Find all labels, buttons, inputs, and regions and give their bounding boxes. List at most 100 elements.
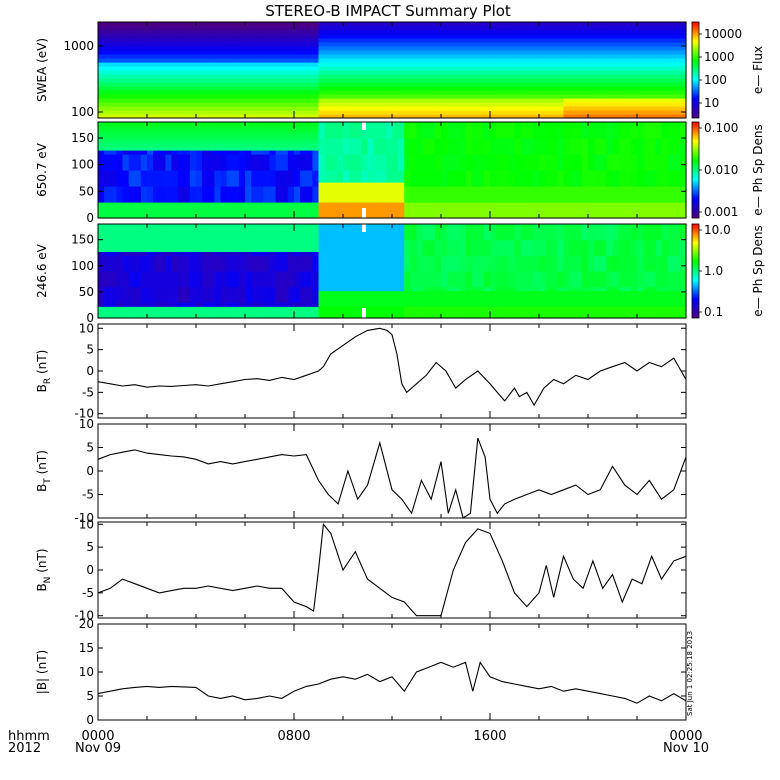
heatmap-cell xyxy=(355,150,362,155)
heatmap-cell xyxy=(539,142,546,147)
heatmap-cell xyxy=(398,54,405,59)
heatmap-cell xyxy=(294,198,301,203)
heatmap-cell xyxy=(490,214,497,219)
heatmap-cell xyxy=(196,30,203,35)
heatmap-cell xyxy=(545,162,552,167)
heatmap-cell xyxy=(410,38,418,43)
heatmap-cell xyxy=(483,158,491,163)
heatmap-cell xyxy=(508,146,516,151)
heatmap-cell xyxy=(275,38,283,43)
heatmap-cell xyxy=(196,210,203,215)
heatmap-cell xyxy=(202,190,209,195)
heatmap-cell xyxy=(355,98,362,103)
heatmap-cell xyxy=(624,42,632,47)
heatmap-cell xyxy=(232,106,240,111)
heatmap-cell xyxy=(661,106,669,111)
heatmap-cell xyxy=(281,54,289,59)
heatmap-cell xyxy=(294,78,301,83)
heatmap-cell xyxy=(606,130,614,135)
heatmap-cell xyxy=(637,30,644,35)
heatmap-cell xyxy=(545,214,552,219)
heatmap-cell xyxy=(379,126,387,131)
heatmap-cell xyxy=(232,174,240,179)
heatmap-cell xyxy=(483,170,491,175)
heatmap-cell xyxy=(545,22,552,27)
heatmap-cell xyxy=(410,26,418,31)
heatmap-cell xyxy=(410,50,418,55)
heatmap-cell xyxy=(392,106,399,111)
heatmap-cell xyxy=(116,138,124,143)
heatmap-cell xyxy=(655,214,663,219)
heatmap-cell xyxy=(434,158,442,163)
heatmap-cell xyxy=(116,86,124,91)
heatmap-cell xyxy=(624,46,632,51)
heatmap-cell xyxy=(545,138,552,143)
heatmap-cell xyxy=(398,134,405,139)
heatmap-cell xyxy=(232,74,240,79)
heatmap-cell xyxy=(202,134,209,139)
heatmap-cell xyxy=(624,110,632,115)
heatmap-cell xyxy=(208,206,215,211)
heatmap-cell xyxy=(153,174,160,179)
heatmap-cell xyxy=(232,126,240,131)
heatmap-cell xyxy=(300,170,307,175)
heatmap-cell xyxy=(257,142,264,147)
heatmap-cell xyxy=(104,247,111,253)
heatmap-cell xyxy=(434,178,442,183)
heatmap-cell xyxy=(251,114,258,119)
heatmap-cell xyxy=(490,158,497,163)
heatmap-cell xyxy=(667,166,675,171)
heatmap-cell xyxy=(287,178,295,183)
heatmap-cell xyxy=(208,202,215,207)
heatmap-cell xyxy=(104,158,111,163)
heatmap-cell xyxy=(618,106,626,111)
heatmap-cell xyxy=(153,42,160,47)
heatmap-cell xyxy=(367,154,375,159)
heatmap-cell xyxy=(226,30,234,35)
heatmap-cell xyxy=(637,66,644,71)
heatmap-cell xyxy=(183,82,191,87)
heatmap-cell xyxy=(459,94,467,99)
heatmap-cell xyxy=(398,126,405,131)
heatmap-cell xyxy=(410,130,418,135)
heatmap-cell xyxy=(104,110,111,115)
heatmap-cell xyxy=(404,166,411,171)
heatmap-cell xyxy=(245,138,252,143)
heatmap-cell xyxy=(520,178,528,183)
heatmap-cell xyxy=(208,182,215,187)
heatmap-cell xyxy=(600,82,607,87)
heatmap-cell xyxy=(251,210,258,215)
heatmap-cell xyxy=(202,42,209,47)
heatmap-cell xyxy=(649,142,656,147)
heatmap-cell xyxy=(385,158,393,163)
heatmap-cell xyxy=(373,46,381,51)
heatmap-cell xyxy=(606,74,614,79)
heatmap-cell xyxy=(539,174,546,179)
heatmap-cell xyxy=(563,86,571,91)
heatmap-cell xyxy=(324,194,332,199)
heatmap-cell xyxy=(104,178,111,183)
heatmap-cell xyxy=(434,38,442,43)
heatmap-cell xyxy=(581,154,589,159)
heatmap-cell xyxy=(588,158,595,163)
heatmap-cell xyxy=(147,66,154,71)
heatmap-cell xyxy=(140,54,148,59)
heatmap-cell xyxy=(667,186,675,191)
heatmap-cell xyxy=(545,142,552,147)
heatmap-cell xyxy=(612,214,620,219)
heatmap-cell xyxy=(226,98,234,103)
heatmap-cell xyxy=(447,194,454,199)
heatmap-cell xyxy=(238,154,246,159)
heatmap-cell xyxy=(110,126,117,131)
heatmap-cell xyxy=(551,190,558,195)
heatmap-cell xyxy=(349,146,356,151)
heatmap-cell xyxy=(165,166,173,171)
heatmap-cell xyxy=(110,210,117,215)
heatmap-cell xyxy=(618,110,626,115)
heatmap-cell xyxy=(502,214,509,219)
heatmap-cell xyxy=(238,50,246,55)
heatmap-cell xyxy=(606,186,614,191)
heatmap-cell xyxy=(679,138,687,143)
heatmap-cell xyxy=(563,54,571,59)
heatmap-cell xyxy=(312,86,320,91)
